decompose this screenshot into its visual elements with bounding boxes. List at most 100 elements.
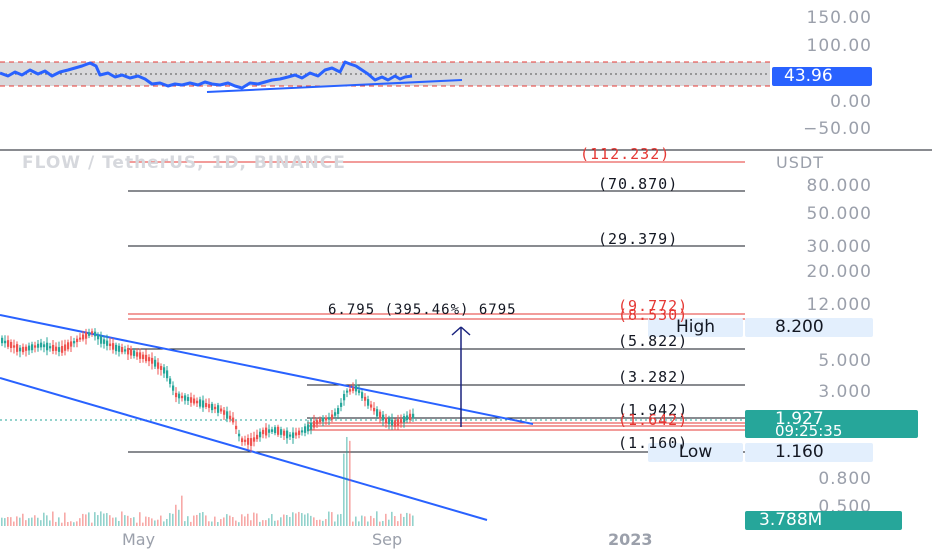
volume-bar [238, 522, 240, 526]
price-tick-80: 80.000 [806, 176, 872, 196]
candle-body [391, 419, 394, 426]
volume-bar [304, 514, 306, 526]
measure-arrow[interactable] [451, 326, 471, 427]
volume-bar [346, 436, 348, 526]
volume-bar [67, 522, 69, 526]
candle-body [292, 432, 295, 438]
candle-body [145, 354, 148, 362]
candle-body [211, 403, 214, 411]
volume-bar [397, 521, 399, 526]
candle-body [103, 339, 106, 344]
volume-bar [70, 521, 72, 526]
volume-bar [1, 517, 3, 526]
volume-bar [64, 512, 66, 526]
volume-value: 3.788M [759, 510, 823, 530]
volume-bar [217, 522, 219, 526]
volume-bar [373, 518, 375, 526]
volume-bar [7, 517, 9, 526]
volume-bar [241, 514, 243, 526]
candle-body [325, 417, 328, 421]
volume-bar [361, 515, 363, 526]
volume-bar [55, 521, 57, 526]
candle-body [265, 427, 268, 436]
candle-body [331, 414, 334, 420]
rsi-line [0, 60, 413, 90]
symbol-title[interactable]: FLOW / TetherUS, 1D, BINANCE [22, 153, 346, 173]
volume-bar [178, 509, 180, 526]
price-candles [1, 328, 415, 452]
high-label: High [675, 317, 716, 337]
candle-body [280, 429, 283, 435]
candle-body [154, 359, 157, 367]
volume-bar [166, 518, 168, 526]
volume-bar [364, 516, 366, 526]
candle-body [124, 349, 127, 352]
volume-bar [91, 522, 93, 526]
volume-bar [337, 514, 339, 526]
volume-bar [103, 513, 105, 526]
volume-bar [298, 511, 300, 526]
volume-bar [385, 513, 387, 526]
candle-body [232, 417, 235, 423]
volume-bar [193, 515, 195, 526]
candle-body [181, 395, 184, 399]
time-label-2023: 2023 [608, 530, 653, 549]
candle-body [349, 389, 352, 392]
volume-bar [58, 517, 60, 526]
rsi-tick-minus50: −50.00 [803, 119, 872, 139]
candle-body [385, 417, 388, 423]
fib-label-5: (5.822) [618, 332, 689, 350]
candle-body [58, 347, 61, 352]
candle-body [76, 338, 79, 343]
volume-bar [307, 513, 309, 526]
candle-body [244, 439, 247, 442]
candle-body [196, 400, 199, 404]
volume-bar [292, 512, 294, 526]
candle-body [19, 347, 22, 352]
candle-body [13, 345, 16, 348]
candle-body [100, 336, 103, 344]
volume-bar [259, 521, 261, 526]
candle-body [118, 345, 121, 352]
volume-bar [229, 515, 231, 526]
volume-bar [295, 513, 297, 526]
rsi-value: 43.96 [784, 66, 833, 86]
volume-bar [187, 516, 189, 526]
candle-body [109, 343, 112, 347]
rsi-value-badge: 43.96 [772, 67, 872, 86]
volume-bar [10, 517, 12, 526]
volume-bar [325, 519, 327, 526]
candle-body [235, 425, 238, 430]
volume-bar [301, 513, 303, 526]
volume-bar [247, 513, 249, 526]
volume-bar [97, 515, 99, 526]
candle-body [241, 438, 244, 443]
last-price: 1.927 [775, 409, 824, 429]
bar-countdown: 09:25:35 [775, 422, 843, 440]
candle-body [184, 395, 187, 401]
volume-bar [313, 517, 315, 526]
candle-body [316, 420, 319, 425]
price-tick-50: 50.000 [806, 204, 872, 224]
volume-bars [1, 436, 414, 526]
candle-body [208, 404, 211, 408]
volume-bar [85, 514, 87, 526]
candle-body [307, 424, 310, 432]
volume-bar [112, 517, 114, 526]
candle-body [289, 434, 292, 437]
volume-bar [136, 522, 138, 526]
candle-body [190, 397, 193, 403]
volume-bar [403, 516, 405, 526]
volume-bar [391, 511, 393, 526]
volume-bar [133, 517, 135, 526]
candle-body [220, 408, 223, 412]
volume-bar [148, 517, 150, 526]
candle-body [175, 392, 178, 398]
candle-body [7, 340, 10, 347]
volume-bar [181, 495, 183, 526]
fib-label-29: (29.379) [598, 230, 679, 248]
rsi-panel [0, 60, 770, 93]
volume-bar [121, 511, 123, 526]
